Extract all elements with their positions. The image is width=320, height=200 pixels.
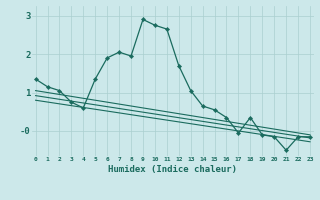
X-axis label: Humidex (Indice chaleur): Humidex (Indice chaleur) — [108, 165, 237, 174]
